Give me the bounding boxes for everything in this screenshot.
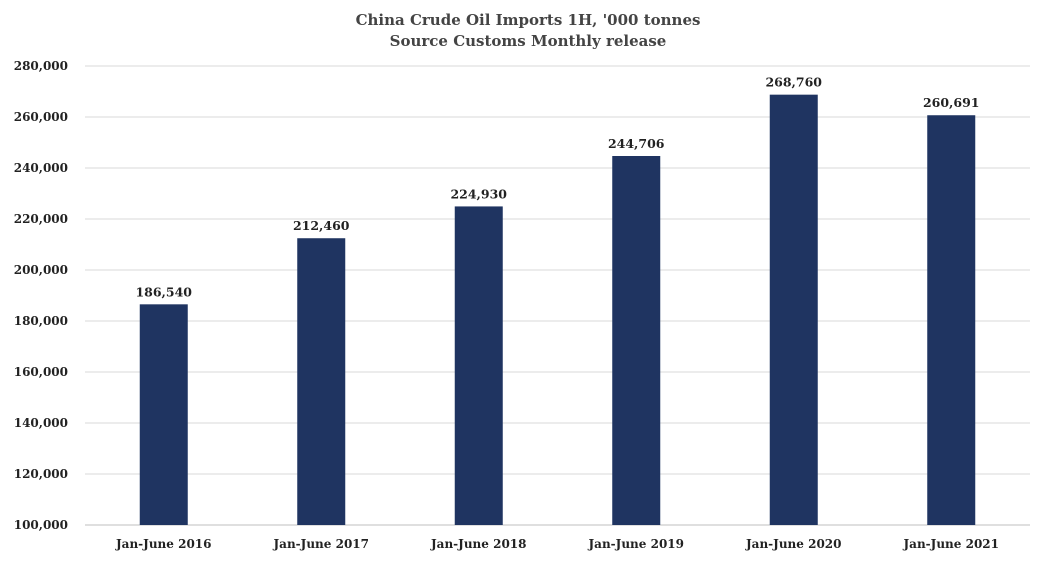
data-labels: 186,540 212,460 224,930 244,706 268,760 260,6…	[135, 75, 979, 300]
chart-title: China Crude Oil Imports 1H, '000 tonnes	[356, 11, 701, 29]
data-label: 244,706	[608, 136, 665, 151]
data-label: 212,460	[293, 218, 350, 233]
x-category-label: Jan-June 2019	[588, 537, 685, 551]
y-tick-label: 220,000	[14, 212, 68, 226]
y-axis-ticks: 100,000 120,000 140,000 160,000 180,000 200,0…	[14, 59, 68, 532]
bar	[297, 238, 346, 526]
y-tick-label: 140,000	[14, 416, 68, 430]
bar	[927, 115, 976, 526]
chart-subtitle: Source Customs Monthly release	[390, 32, 667, 50]
y-tick-label: 120,000	[14, 467, 68, 481]
y-tick-label: 280,000	[14, 59, 68, 73]
bar	[139, 304, 188, 525]
x-axis-categories: Jan-June 2016 Jan-June 2017 Jan-June 2018 J…	[115, 537, 999, 551]
bar	[612, 155, 661, 525]
y-tick-label: 260,000	[14, 110, 68, 124]
data-label: 260,691	[923, 95, 980, 110]
gridlines	[85, 65, 1030, 526]
y-tick-label: 160,000	[14, 365, 68, 379]
y-tick-label: 180,000	[14, 314, 68, 328]
x-category-label: Jan-June 2016	[115, 537, 212, 551]
bar	[769, 94, 818, 526]
data-label: 224,930	[450, 186, 507, 201]
x-category-label: Jan-June 2021	[903, 537, 1000, 551]
y-tick-label: 100,000	[14, 518, 68, 532]
y-tick-label: 200,000	[14, 263, 68, 277]
data-label: 186,540	[135, 284, 192, 299]
bar	[454, 206, 503, 525]
y-tick-label: 240,000	[14, 161, 68, 175]
x-category-label: Jan-June 2020	[745, 537, 842, 551]
bars	[139, 94, 976, 526]
x-category-label: Jan-June 2018	[430, 537, 527, 551]
x-category-label: Jan-June 2017	[273, 537, 370, 551]
data-label: 268,760	[765, 75, 822, 90]
